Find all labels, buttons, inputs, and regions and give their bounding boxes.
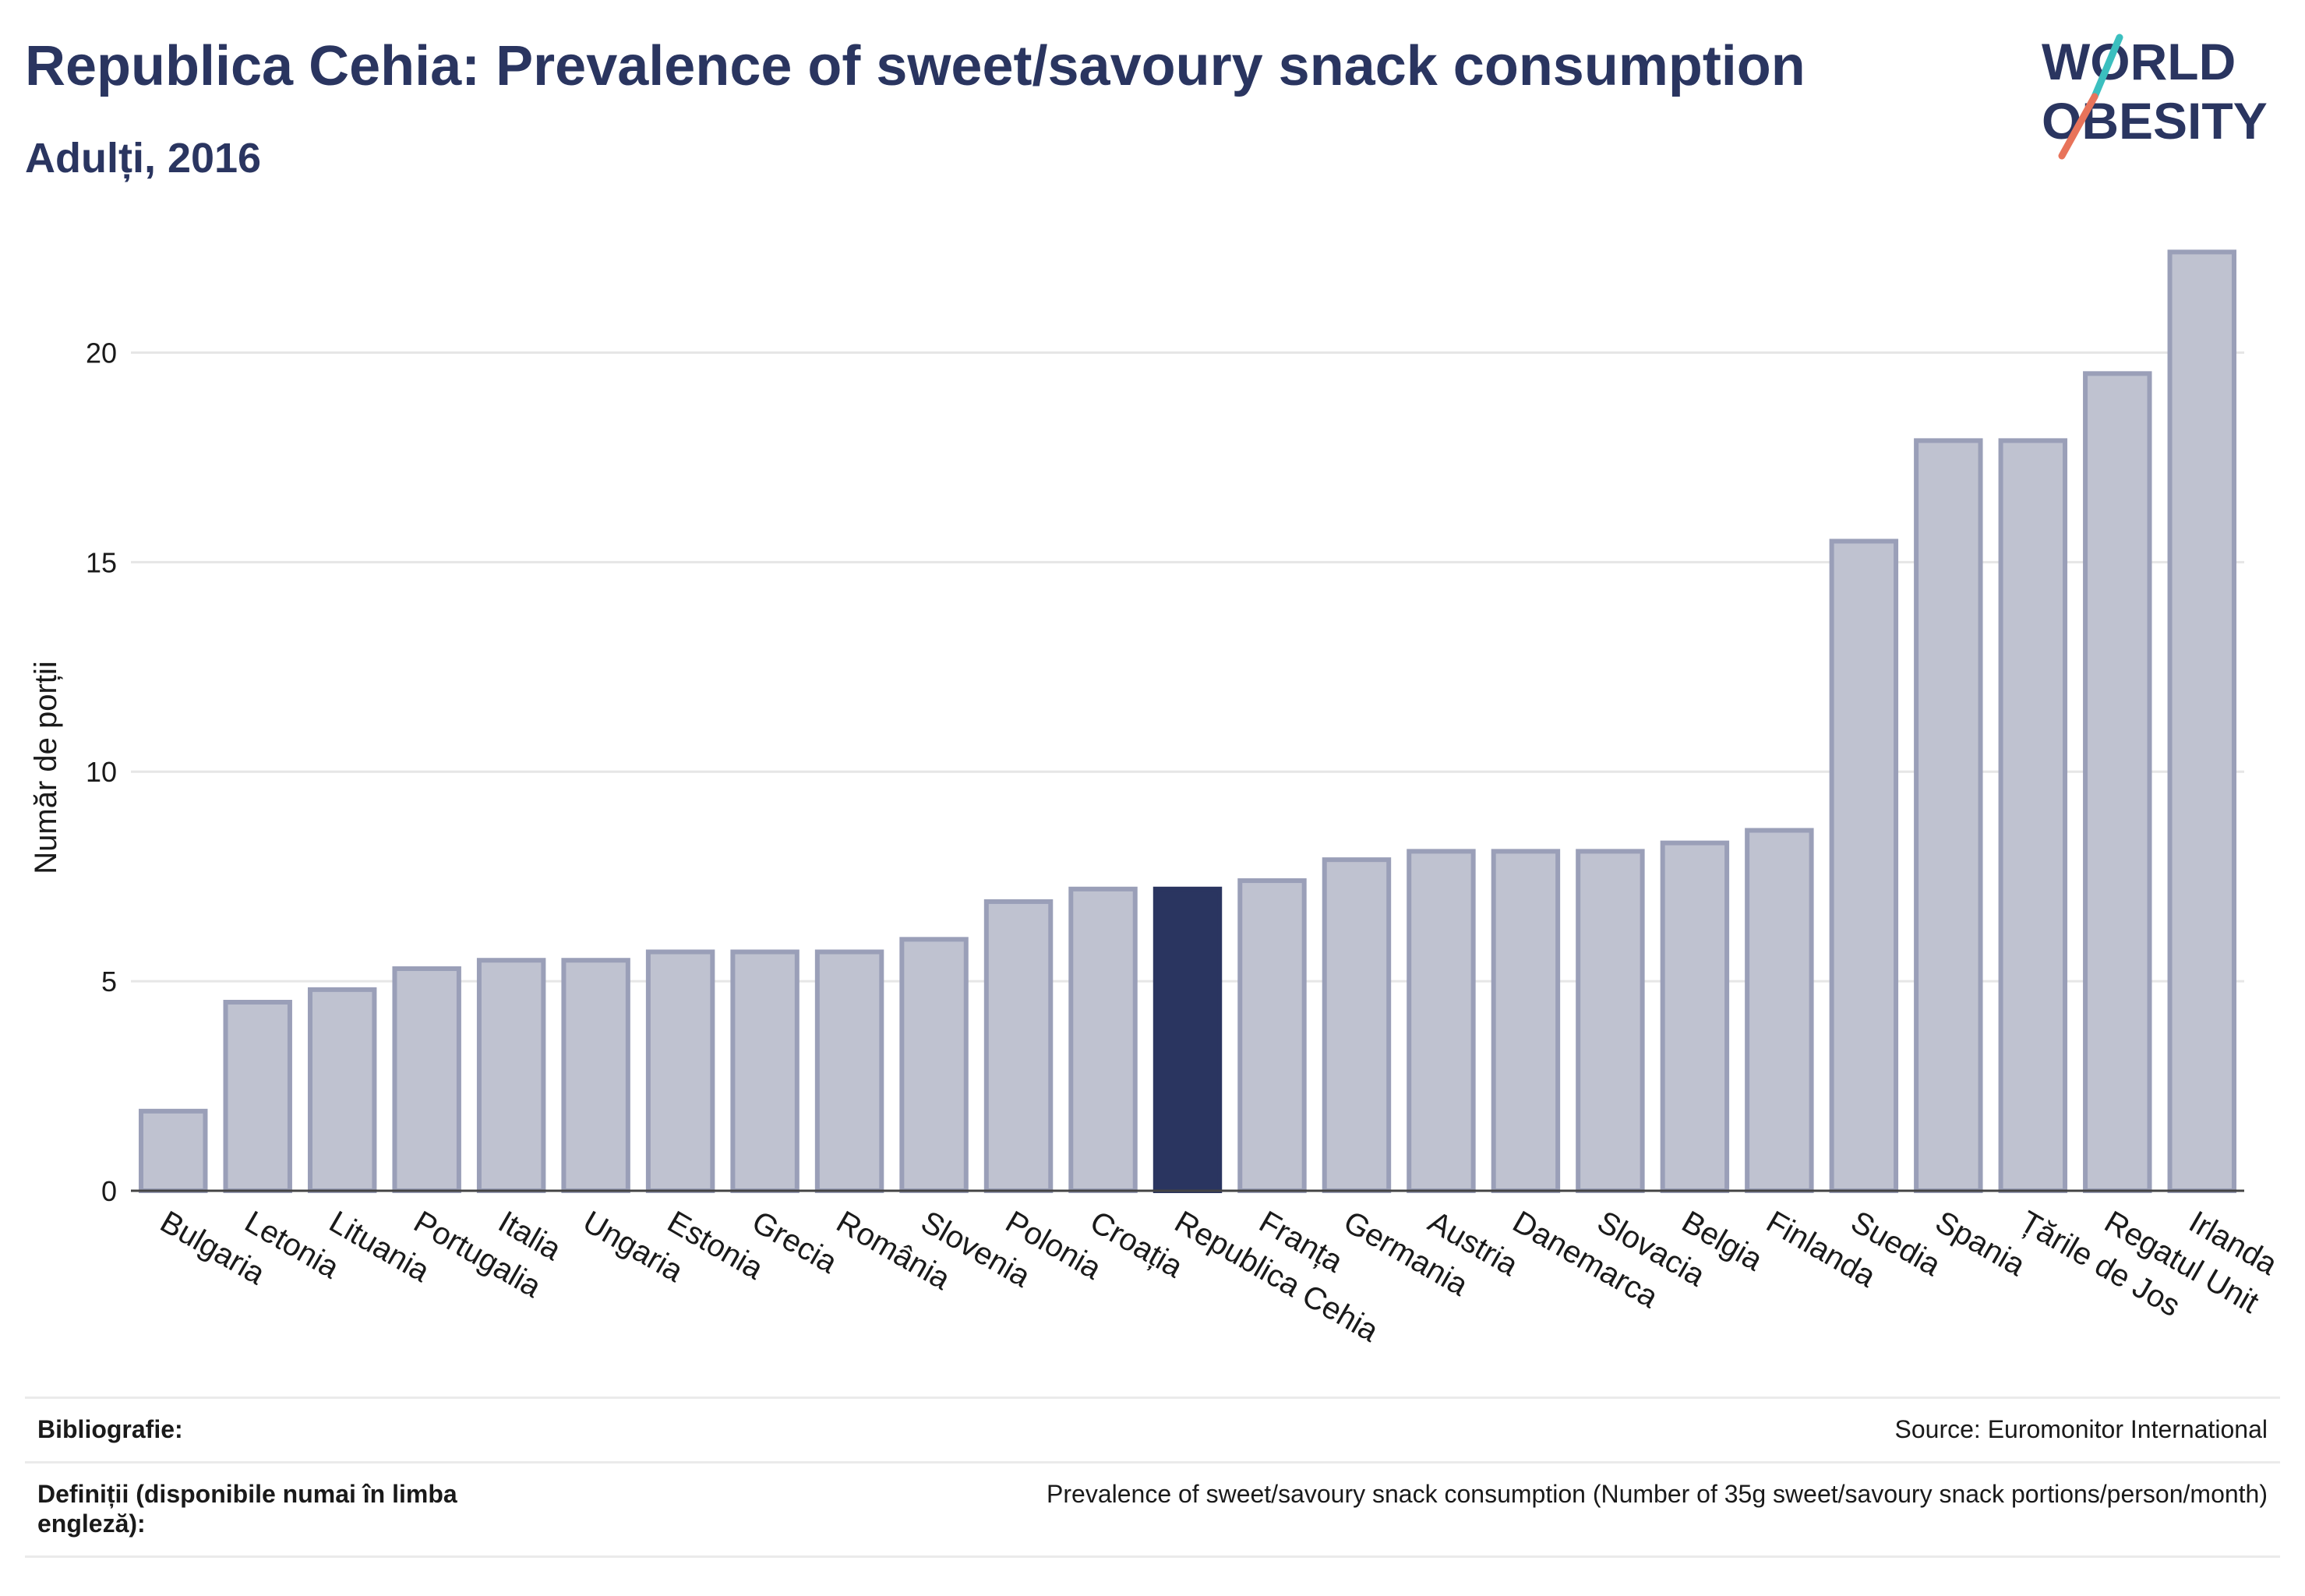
bibliography-label: Bibliografie:	[37, 1415, 183, 1443]
bar-lituania	[307, 987, 377, 1194]
bar-irlanda	[2167, 249, 2236, 1193]
logo-line1: WORLD	[2042, 33, 2236, 90]
y-tick-label: 0	[101, 1175, 117, 1207]
bar-chart: 0 5 10 15 20 BulgariaLetoniaLituaniaPortugal…	[29, 249, 2283, 1349]
x-tick-label: Spania	[1929, 1205, 2031, 1284]
chart-title: Republica Cehia: Prevalence of sweet/sav…	[25, 35, 1806, 97]
bar-bulgaria	[139, 1108, 208, 1194]
ytick-layer: 0 5 10 15 20	[86, 337, 117, 1207]
bar-suedia	[1829, 538, 1899, 1193]
bar-estonia	[645, 949, 715, 1193]
bar-ungaria	[561, 958, 630, 1193]
bar-spania	[1914, 438, 1983, 1193]
bar-slovenia	[899, 937, 969, 1194]
y-tick-label: 15	[86, 546, 117, 578]
bar-croația	[1068, 886, 1138, 1194]
logo-slash-coral	[2058, 93, 2099, 160]
bar-polonia	[983, 899, 1054, 1194]
bar-portugalia	[392, 966, 461, 1193]
x-tick-label: Croația	[1084, 1205, 1188, 1285]
y-axis-title: Număr de porții	[29, 661, 63, 874]
bar-italia	[476, 958, 546, 1193]
y-tick-label: 10	[86, 756, 117, 788]
bar-țările-de-jos	[1998, 438, 2068, 1193]
bar-republica-cehia	[1152, 886, 1223, 1194]
bar-grecia	[730, 949, 800, 1193]
bar-slovacia	[1576, 849, 1645, 1194]
y-tick-label: 20	[86, 337, 117, 369]
bars-layer	[139, 249, 2236, 1194]
bar-franța	[1237, 878, 1307, 1193]
bibliography-value: Source: Euromonitor International	[1894, 1415, 2268, 1443]
definitions-label: Definiții (disponibile numai în limba en…	[37, 1480, 457, 1538]
bar-austria	[1407, 849, 1476, 1194]
bar-danemarca	[1491, 849, 1561, 1194]
bar-românia	[814, 949, 884, 1193]
bibliography-row: Bibliografie: Source: Euromonitor Intern…	[25, 1396, 2280, 1461]
chart-subtitle: Adulți, 2016	[25, 135, 262, 182]
bar-letonia	[223, 1000, 292, 1193]
chart-footer: Bibliografie: Source: Euromonitor Intern…	[25, 1396, 2280, 1558]
definitions-value: Prevalence of sweet/savoury snack consum…	[1047, 1480, 2268, 1508]
logo-slash-teal	[2091, 34, 2123, 101]
world-obesity-logo: WORLD OBESITY	[2042, 33, 2268, 160]
bar-regatul-unit	[2083, 371, 2152, 1193]
y-tick-label: 5	[101, 966, 117, 998]
definitions-row: Definiții (disponibile numai în limba en…	[25, 1461, 2280, 1558]
bar-belgia	[1660, 840, 1730, 1193]
bar-finlanda	[1745, 828, 1814, 1193]
bar-germania	[1322, 857, 1392, 1193]
